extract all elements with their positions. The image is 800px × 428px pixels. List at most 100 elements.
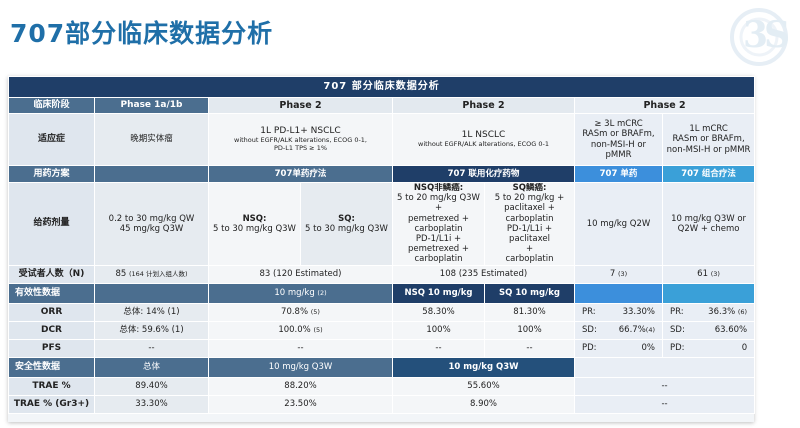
row-label-patients: 受试者人数（N) — [8, 264, 95, 284]
regimen-crc-combo: 707 组合疗法 — [661, 165, 756, 183]
table-caption: 707 部分临床数据分析 — [7, 76, 756, 98]
dosing-sq-combo-line2: paclitaxel + — [504, 203, 555, 214]
regimen-combo: 707 联用化疗药物 — [392, 165, 575, 183]
indication-1l-mcrc-line1: 1L mCRC — [689, 124, 728, 135]
efficacy-key: PR: — [582, 306, 596, 317]
patients-phase1-note: (164 计划入组人数) — [128, 269, 188, 278]
dosing-nsq-combo-title: NSQ非鳞癌: — [413, 183, 464, 193]
clinical-data-table: 707 部分临床数据分析 临床阶段 Phase 1a/1b Phase 2 Ph… — [7, 76, 756, 414]
dosing-sq-combo-line6: carboplatin — [505, 254, 554, 265]
efficacy-crc-mono-bar — [574, 282, 663, 304]
safety-cell: 55.60% — [392, 376, 575, 396]
company-logo-icon — [730, 8, 788, 66]
dosing-nsq-combo-line3: carboplatin — [414, 223, 463, 234]
dosing-nsq-combo: NSQ非鳞癌: 5 to 20 mg/kg Q3W + pemetrexed +… — [392, 182, 485, 266]
dosing-nsq-dose: 5 to 30 mg/kg Q3W — [213, 223, 296, 234]
efficacy-cell: PR: 33.30% — [574, 302, 663, 322]
phase-2-header-a: Phase 2 — [208, 97, 393, 114]
safety-cell: 8.90% — [392, 394, 575, 414]
efficacy-cell: PD: 0 — [661, 338, 756, 358]
safety-cell: 33.30% — [94, 394, 209, 414]
indication-pdl1-nsclc-line3: PD-L1 TPS ≥ 1% — [274, 143, 327, 152]
indication-1l-nsclc-line2: without EGFR/ALK alterations, ECOG 0-1 — [418, 140, 549, 148]
dosing-sq-combo-title: SQ鳞癌: — [512, 183, 547, 193]
dosing-crc-combo-line1: 10 mg/kg Q3W or — [671, 213, 747, 224]
patients-mono: 83 (120 Estimated) — [208, 264, 393, 284]
efficacy-cell: SD: 63.60% — [661, 320, 756, 340]
efficacy-cell: 总体: 14% (1) — [94, 302, 209, 322]
indication-pdl1-nsclc: 1L PD-L1+ NSCLC without EGFR/ALK alterat… — [208, 113, 393, 166]
safety-cell: 88.20% — [208, 376, 393, 396]
clinical-data-table-container: 707 部分临床数据分析 临床阶段 Phase 1a/1b Phase 2 Ph… — [7, 76, 756, 422]
efficacy-cell: SD: 66.7%(4) — [574, 320, 663, 340]
efficacy-value: 36.3% — [708, 306, 736, 317]
patients-crc-mono-count: 7 — [609, 268, 616, 279]
dosing-crc-combo-line2: Q2W + chemo — [677, 223, 740, 234]
regimen-crc-mono: 707 单药 — [574, 165, 663, 183]
page-title: 707部分临床数据分析 — [10, 19, 274, 48]
efficacy-value: 63.60% — [714, 324, 748, 335]
row-label-efficacy: 有效性数据 — [8, 282, 95, 304]
patients-crc-combo-ref: (3) — [710, 269, 720, 278]
patients-combo: 108 (235 Estimated) — [392, 264, 575, 284]
patients-phase1: 85 (164 计划入组人数) — [94, 264, 209, 284]
efficacy-key: PD: — [670, 342, 685, 353]
patients-phase1-count: 85 — [115, 268, 127, 279]
dosing-phase1-line1: 0.2 to 30 mg/kg QW — [108, 213, 195, 224]
safety-mono-dose: 10 mg/kg Q3W — [208, 356, 393, 378]
indication-1l-mcrc-line2: RASm or BRAFm, — [672, 134, 745, 145]
safety-row-label: TRAE % — [8, 376, 95, 396]
dosing-nsq-mono: NSQ: 5 to 30 mg/kg Q3W — [208, 182, 301, 266]
efficacy-row-label: ORR — [8, 302, 95, 322]
patients-crc-combo: 61 (3) — [661, 264, 756, 284]
indication-3l-mcrc-line3: non-MSI-H or pMMR — [590, 139, 647, 160]
phase-1-header: Phase 1a/1b — [94, 97, 209, 114]
dosing-sq-combo-line1: 5 to 20 mg/kg + — [494, 193, 565, 204]
efficacy-cell: 总体: 59.6% (1) — [94, 320, 209, 340]
efficacy-value: 33.30% — [622, 306, 655, 317]
efficacy-mono-dose-ref: (2) — [317, 288, 327, 297]
safety-cell: -- — [573, 394, 756, 414]
dosing-crc-combo: 10 mg/kg Q3W or Q2W + chemo — [661, 182, 756, 266]
indication-3l-mcrc-line2: RASm or BRAFm, — [582, 129, 655, 140]
efficacy-cell: 81.30% — [484, 302, 575, 322]
efficacy-key: SD: — [670, 324, 685, 335]
efficacy-nsq-dose: NSQ 10 mg/kg — [392, 282, 485, 304]
efficacy-value: 100.0% — [278, 324, 311, 335]
indication-pdl1-nsclc-line1: 1L PD-L1+ NSCLC — [260, 126, 341, 137]
patients-crc-mono: 7 (3) — [574, 264, 663, 284]
efficacy-ref: (4) — [645, 325, 655, 334]
indication-1l-mcrc: 1L mCRC RASm or BRAFm, non-MSI-H or pMMR — [661, 113, 756, 166]
efficacy-cell: -- — [484, 338, 575, 358]
dosing-sq-dose: 5 to 30 mg/kg Q3W — [305, 223, 388, 234]
efficacy-cell: PD: 0% — [574, 338, 663, 358]
efficacy-row-label: DCR — [8, 320, 95, 340]
patients-crc-mono-ref: (3) — [617, 269, 628, 278]
efficacy-value: 66.7% — [618, 324, 646, 335]
efficacy-cell: 100% — [392, 320, 485, 340]
efficacy-ref: (5) — [313, 325, 323, 334]
dosing-sq-combo-line5: + — [525, 244, 534, 255]
dosing-crc-mono: 10 mg/kg Q2W — [574, 182, 663, 266]
efficacy-row-label: PFS — [8, 338, 95, 358]
safety-overall: 总体 — [94, 356, 209, 378]
row-label-regimen: 用药方案 — [8, 165, 95, 183]
indication-3l-mcrc: ≥ 3L mCRC RASm or BRAFm, non-MSI-H or pM… — [574, 113, 663, 166]
dosing-nsq-combo-line4: PD-1/L1i + — [415, 233, 462, 244]
efficacy-cell: -- — [392, 338, 485, 358]
efficacy-key: PR: — [670, 306, 684, 317]
indication-1l-mcrc-line3: non-MSI-H or pMMR — [666, 144, 751, 155]
efficacy-blank — [94, 282, 209, 304]
dosing-sq-mono: SQ: 5 to 30 mg/kg Q3W — [300, 182, 393, 266]
dosing-phase1: 0.2 to 30 mg/kg QW 45 mg/kg Q3W — [94, 182, 209, 266]
indication-1l-nsclc: 1L NSCLC without EGFR/ALK alterations, E… — [392, 113, 575, 166]
efficacy-ref: (6) — [737, 307, 748, 316]
efficacy-cell: -- — [208, 338, 393, 358]
regimen-blank — [94, 165, 209, 183]
safety-cell: 89.40% — [94, 376, 209, 396]
phase-2-header-c: Phase 2 — [573, 97, 756, 114]
safety-cell: 23.50% — [208, 394, 393, 414]
indication-1l-nsclc-line1: 1L NSCLC — [461, 130, 506, 141]
dosing-sq-combo-line3: carboplatin — [505, 213, 554, 224]
dosing-nsq-title: NSQ: — [242, 213, 267, 224]
